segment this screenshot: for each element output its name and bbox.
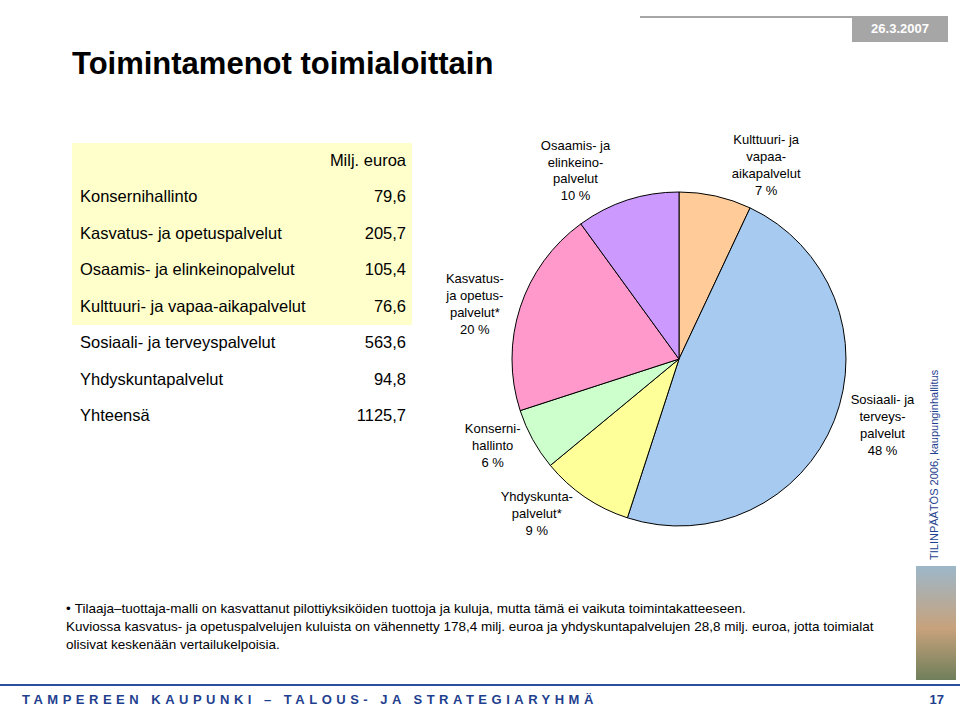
html-text:17: 17 xyxy=(929,692,944,707)
html-text:TAMPEREEN KAUPUNKI – TALOUS- J: TAMPEREEN KAUPUNKI – TALOUS- JA STRATEGI… xyxy=(22,692,598,707)
html-text:Tilaaja–tuottaja-malli on kasv: Tilaaja–tuottaja-malli on kasvattanut pi… xyxy=(74,601,746,616)
html-text:563,6: 563,6 xyxy=(364,333,406,351)
html-text:Toimintamenot toimialoittain: Toimintamenot toimialoittain xyxy=(72,46,494,81)
html-text:TILINPÄÄTÖS 2006, kaupunginhal: TILINPÄÄTÖS 2006, kaupunginhallitus xyxy=(928,369,940,560)
html-text:76,6: 76,6 xyxy=(373,296,406,315)
svg-text:Yhdyskunta-palvelut*9 %: Yhdyskunta-palvelut*9 % xyxy=(501,489,573,538)
html-text:Kuviossa kasvatus- ja opetuspa: Kuviossa kasvatus- ja opetuspalvelujen k… xyxy=(66,619,874,652)
svg-text:Kasvatus-ja opetus-palvelut*20: Kasvatus-ja opetus-palvelut*20 % xyxy=(445,271,503,337)
html-text:Sosiaali- ja terveyspalvelut: Sosiaali- ja terveyspalvelut xyxy=(80,333,276,351)
html-text:1125,7: 1125,7 xyxy=(356,406,406,424)
html-text:Konsernihallinto: Konsernihallinto xyxy=(80,187,198,205)
html-text:205,7: 205,7 xyxy=(364,223,406,242)
svg-text:Osaamis- jaelinkeino-palvelut1: Osaamis- jaelinkeino-palvelut10 % xyxy=(541,138,611,204)
html-text:Yhdyskuntapalvelut: Yhdyskuntapalvelut xyxy=(80,369,224,388)
svg-text:Kulttuuri- javapaa-aikapalvelu: Kulttuuri- javapaa-aikapalvelut7 % xyxy=(732,132,801,198)
html-text:26.3.2007: 26.3.2007 xyxy=(871,21,929,36)
html-text:Kulttuuri- ja vapaa-aikapalvel: Kulttuuri- ja vapaa-aikapalvelut xyxy=(80,296,306,315)
html-text:94,8: 94,8 xyxy=(373,369,406,388)
html-text:Kasvatus- ja opetuspalvelut: Kasvatus- ja opetuspalvelut xyxy=(80,223,282,242)
html-text:Milj. euroa: Milj. euroa xyxy=(329,151,406,169)
html-text:Yhteensä: Yhteensä xyxy=(80,406,150,424)
html-text:Osaamis- ja elinkeinopalvelut: Osaamis- ja elinkeinopalvelut xyxy=(80,260,295,278)
svg-text:Konserni-hallinto6 %: Konserni-hallinto6 % xyxy=(465,421,521,470)
html-text:105,4: 105,4 xyxy=(364,260,406,278)
svg-text:Sosiaali- jaterveys-palvelut48: Sosiaali- jaterveys-palvelut48 % xyxy=(851,392,915,458)
html-text:79,6: 79,6 xyxy=(373,187,406,205)
